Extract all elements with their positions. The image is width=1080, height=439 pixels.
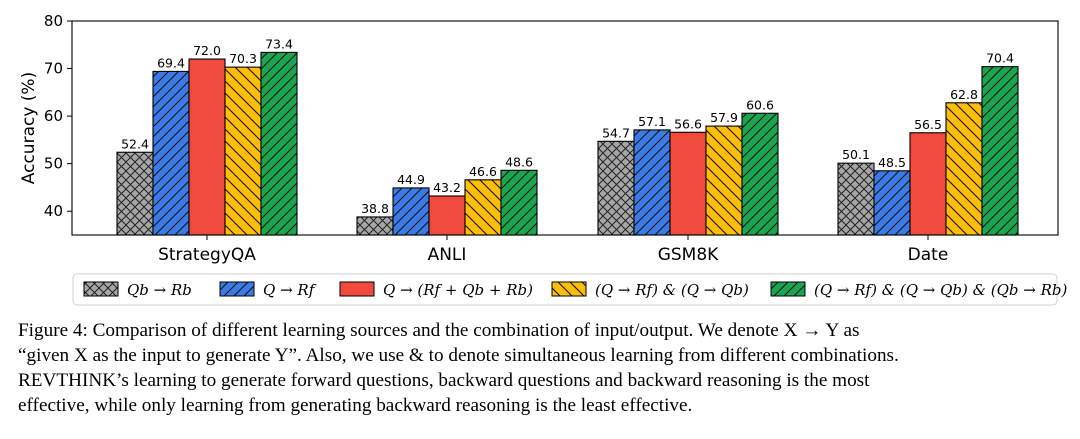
caption-line-2: “given X as the input to generate Y”. Al… (18, 345, 899, 366)
legend-swatch-outline (551, 281, 587, 297)
legend-label: Qb → Rb (127, 281, 192, 299)
y-axis-label: Accuracy (%) (19, 72, 39, 184)
figure-caption: Figure 4: Comparison of different learni… (18, 318, 1068, 418)
data-label: 56.6 (674, 116, 702, 131)
bar-hatch (946, 102, 982, 235)
bar-hatch (838, 163, 874, 235)
data-label: 57.1 (638, 114, 666, 129)
bar-hatch (634, 129, 670, 235)
caption-line-4: effective, while only learning from gene… (18, 395, 693, 416)
data-label: 44.9 (397, 172, 425, 187)
data-label: 73.4 (265, 36, 293, 51)
bar-hatch (117, 152, 153, 235)
legend-swatch-outline (339, 281, 375, 297)
bar-hatch (598, 141, 634, 235)
bar-hatch (706, 126, 742, 235)
data-label: 54.7 (602, 125, 630, 140)
bar (189, 59, 225, 235)
bar (910, 132, 946, 235)
y-tick-label: 80 (44, 12, 63, 30)
y-tick-label: 50 (44, 155, 63, 173)
x-tick-label: GSM8K (658, 245, 719, 265)
plot-area: Accuracy (%) 40 50 60 70 80 StrategyQA 52.4 69.4… (19, 12, 1059, 265)
bar-hatch (982, 66, 1018, 235)
bar-hatch (261, 52, 297, 236)
legend-swatch-hatch (84, 282, 118, 296)
legend-label: Q → (Rf + Qb + Rb) (383, 281, 533, 299)
bar-hatch (153, 71, 189, 235)
data-label: 48.6 (505, 154, 533, 169)
data-label: 57.9 (710, 110, 738, 125)
legend-swatch (340, 282, 374, 296)
data-label: 43.2 (433, 180, 461, 195)
x-tick-label: StrategyQA (158, 245, 256, 265)
legend-swatch-hatch (552, 282, 586, 296)
bar-hatch (742, 113, 778, 235)
legend-swatch-outline (219, 281, 255, 297)
bar (670, 132, 706, 235)
data-label: 46.6 (469, 164, 497, 179)
bar-chart: Accuracy (%) 40 50 60 70 80 StrategyQA 52.4 69.4… (19, 12, 1067, 306)
y-tick-label: 60 (44, 107, 63, 125)
x-tick-label: Date (908, 245, 949, 265)
bar-hatch (393, 187, 429, 235)
legend-label: (Q → Rf) & (Q → Qb) (595, 281, 749, 299)
y-tick-label: 70 (44, 60, 63, 78)
caption-line-1: Figure 4: Comparison of different learni… (18, 320, 860, 341)
legend-label: (Q → Rf) & (Q → Qb) & (Qb → Rb) (814, 281, 1067, 299)
axes-frame (71, 20, 1059, 236)
legend-swatch-outline (770, 281, 806, 297)
legend-label: Q → Rf (263, 281, 317, 299)
caption-line-3: REVTHINK’s learning to generate forward … (18, 370, 870, 391)
legend-swatch-hatch (220, 282, 254, 296)
bar-hatch (465, 179, 501, 235)
x-tick-label: ANLI (428, 245, 467, 265)
y-tick-label: 40 (44, 202, 63, 220)
data-label: 70.4 (986, 51, 1014, 66)
data-label: 50.1 (842, 147, 870, 162)
bar-hatch (357, 216, 393, 235)
data-label: 52.4 (121, 136, 149, 151)
bar-hatch (874, 170, 910, 235)
legend-swatch-hatch (771, 282, 805, 296)
bar-hatch (501, 170, 537, 235)
data-label: 69.4 (157, 55, 185, 70)
data-label: 62.8 (950, 87, 978, 102)
legend: Qb → Rb Q → Rf Q → (Rf + Qb + Rb) (Q → Rf) … (72, 273, 1067, 306)
data-label: 60.6 (746, 97, 774, 112)
bar-hatch (225, 67, 261, 235)
data-label: 38.8 (361, 201, 389, 216)
data-label: 72.0 (193, 43, 221, 58)
bar (429, 196, 465, 235)
legend-swatch-outline (83, 281, 119, 297)
data-label: 70.3 (229, 51, 257, 66)
data-label: 48.5 (878, 155, 906, 170)
data-label: 56.5 (914, 117, 942, 132)
